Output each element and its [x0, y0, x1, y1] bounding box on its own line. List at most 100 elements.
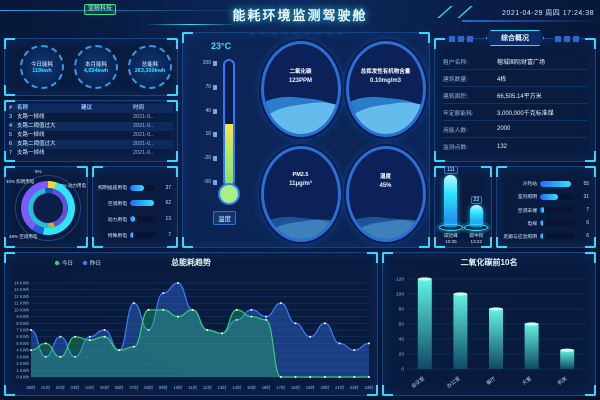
- hbar-row[interactable]: 特殊用电 7: [97, 230, 171, 241]
- stat-value: 119kwh: [32, 68, 52, 74]
- hbar-row[interactable]: 照明插座用电 37: [97, 182, 171, 193]
- overview-row: 租户名称: 榕城国际财富广场: [443, 53, 587, 70]
- carbon-gauge-label: 碳达峰 10:35: [444, 233, 458, 244]
- hbar-track: [540, 193, 574, 200]
- svg-text:100: 100: [396, 292, 404, 298]
- hbar-fill: [130, 216, 135, 223]
- cell-name: 支路一掉线: [17, 150, 45, 156]
- stat-label: 总能耗: [141, 62, 159, 68]
- svg-text:04时: 04时: [85, 384, 95, 390]
- overview-row-label: 建筑数量:: [443, 76, 468, 83]
- gauge-text: 总挥发性有机物含量 0.10mg/m3: [349, 67, 423, 84]
- gauge-value: 0.10mg/m3: [369, 77, 402, 84]
- env-gauge[interactable]: 二氧化碳 123PPM: [260, 40, 341, 137]
- env-gauges-grid: 二氧化碳 123PPM 总挥发性有机物含量 0.10mg/m3 PM2.5 11μg/m³…: [259, 37, 427, 245]
- environment-panel: 23°C 100 70 40 10 -20 -50 温度 二氧化碳 123PPM 总挥发性有机…: [182, 32, 430, 248]
- energy-stat-circle[interactable]: 总能耗 263,359kwh: [128, 45, 172, 89]
- overview-row-value: 132: [497, 143, 508, 150]
- env-gauge[interactable]: 总挥发性有机物含量 0.10mg/m3: [345, 40, 426, 137]
- hbar-value: 13: [165, 216, 171, 223]
- svg-text:今日: 今日: [62, 259, 73, 267]
- hbar-label: 特殊用电: [107, 233, 127, 239]
- hbar-label: 照明插座用电: [98, 186, 127, 192]
- cell-index: 4: [9, 123, 13, 129]
- svg-text:10 KWh: 10 KWh: [14, 307, 30, 312]
- svg-text:17时: 17时: [276, 384, 286, 390]
- svg-text:60: 60: [399, 322, 405, 328]
- overview-row: 年定额能耗: 3,000,000千克标准煤: [443, 104, 587, 121]
- hbar-row[interactable]: 空调用电 62: [97, 198, 171, 209]
- table-row[interactable]: 5 支路一掉线 2021-0..: [9, 131, 173, 140]
- energy-stat-circle[interactable]: 本月能耗 4,654kwh: [74, 45, 118, 89]
- hbar-row[interactable]: 空调末端 7: [501, 205, 589, 216]
- co2-ranking-chart-panel: 二氧化碳前10名 0 20 40 60 80 100 120 会议室 办公室 餐厅 大堂 机房: [382, 252, 596, 396]
- svg-text:14时: 14时: [232, 384, 242, 390]
- hbar-value: 55: [583, 180, 589, 187]
- cell-name: 支路二阈值过大: [17, 141, 56, 147]
- svg-text:5 KWh: 5 KWh: [16, 341, 29, 346]
- carbon-cylinder-gauge[interactable]: 111 碳达峰 10:35: [438, 166, 463, 244]
- cell-advice: [81, 149, 133, 158]
- svg-text:09时: 09时: [159, 384, 169, 390]
- hbar-track: [540, 220, 574, 227]
- cell-name: 支路二阈值过大: [17, 123, 56, 129]
- hbar-fill: [130, 232, 133, 239]
- energy-category-donut-panel: 5% 7% 动力用电 48% 空调用电 40% 照明用电: [4, 166, 88, 248]
- carbon-cylinder-gauge[interactable]: 23 碳中和 13:22: [464, 196, 489, 244]
- overview-row: 建筑数量: 4栋: [443, 70, 587, 87]
- energy-trend-chart-panel: 总能耗趋势 0 KWh 1 KWh 2 KWh 3 KWh 4 KWh 5 KWh 6 KWh…: [4, 252, 378, 396]
- hbar-row[interactable]: 走廊与应急照明 6: [501, 231, 589, 242]
- svg-text:9 KWh: 9 KWh: [16, 314, 29, 319]
- hbar-label: 动力用电: [107, 217, 127, 223]
- hbar-fill: [540, 220, 544, 227]
- env-gauge[interactable]: PM2.5 11μg/m³: [260, 145, 341, 242]
- svg-text:13 KWh: 13 KWh: [14, 287, 30, 292]
- header: 蓝鲸科技 能耗环境监测驾驶舱 2021-04-29 周四 17:24:38: [0, 0, 600, 35]
- cell-name: 支路一掉线: [17, 114, 45, 120]
- env-gauge[interactable]: 湿度 45%: [345, 145, 426, 242]
- hbar-row[interactable]: 电梯 6: [501, 218, 589, 229]
- hbar-track: [130, 216, 156, 223]
- brand-badge[interactable]: 蓝鲸科技: [84, 4, 117, 15]
- svg-text:12 KWh: 12 KWh: [14, 294, 30, 299]
- donut-callout-label: 7% 动力用电: [60, 183, 86, 188]
- svg-text:02时: 02时: [56, 384, 66, 390]
- svg-text:20时: 20时: [320, 384, 330, 390]
- energy-stats-panel: 今日能耗 119kwh 本月能耗 4,654kwh 总能耗 263,359kwh: [4, 38, 178, 96]
- svg-text:05时: 05时: [100, 384, 110, 390]
- overview-row-label: 用能人数:: [443, 127, 468, 134]
- thermometer-fill: [225, 124, 233, 185]
- table-row[interactable]: 3 支路一掉线 2021-0..: [9, 113, 173, 122]
- hbar-value: 7: [586, 207, 589, 214]
- svg-text:08时: 08时: [144, 384, 154, 390]
- hbar-track: [130, 200, 156, 207]
- cell-index: 5: [9, 132, 13, 138]
- svg-text:6 KWh: 6 KWh: [16, 334, 29, 339]
- branch-bars-panel: 冷热站 55 室内照明 31 空调末端 7 电梯 6 走廊与应急照明 6: [496, 166, 596, 248]
- overview-row-value: 3,000,000千克标准煤: [497, 110, 554, 117]
- hbar-label: 电梯: [527, 221, 537, 227]
- co2-ranking-chart[interactable]: 二氧化碳前10名 0 20 40 60 80 100 120 会议室 办公室 餐厅 大堂 机房: [383, 253, 595, 395]
- overview-row-label: 监测点数:: [443, 145, 468, 151]
- table-row[interactable]: 4 支路二阈值过大 2021-0..: [9, 122, 173, 131]
- table-row[interactable]: 7 支路一掉线 2021-0..: [9, 149, 173, 158]
- hbar-fill: [540, 180, 572, 187]
- hbar-track: [540, 233, 574, 240]
- overview-row-value: 66,505.14平方米: [497, 93, 542, 100]
- table-row[interactable]: 6 支路二阈值过大 2021-0..: [9, 140, 173, 149]
- overview-row: 建筑面积: 66,505.14平方米: [443, 87, 587, 104]
- energy-donut-inner-ring: [28, 188, 68, 228]
- svg-text:0: 0: [401, 367, 404, 373]
- table-header-row: # 名称 建议 时间: [9, 104, 173, 113]
- stat-label: 本月能耗: [84, 62, 107, 68]
- energy-stat-circle[interactable]: 今日能耗 119kwh: [20, 45, 64, 89]
- hbar-row[interactable]: 室内照明 31: [501, 191, 589, 202]
- col-name: 名称: [17, 105, 29, 111]
- hbar-row[interactable]: 动力用电 13: [97, 214, 171, 225]
- overview-row: 用能人数: 2000: [443, 121, 587, 138]
- hbar-label: 空调末端: [517, 208, 537, 214]
- thermometer-caption: 温度: [213, 211, 236, 225]
- hbar-row[interactable]: 冷热站 55: [501, 178, 589, 189]
- svg-text:16时: 16时: [262, 384, 272, 390]
